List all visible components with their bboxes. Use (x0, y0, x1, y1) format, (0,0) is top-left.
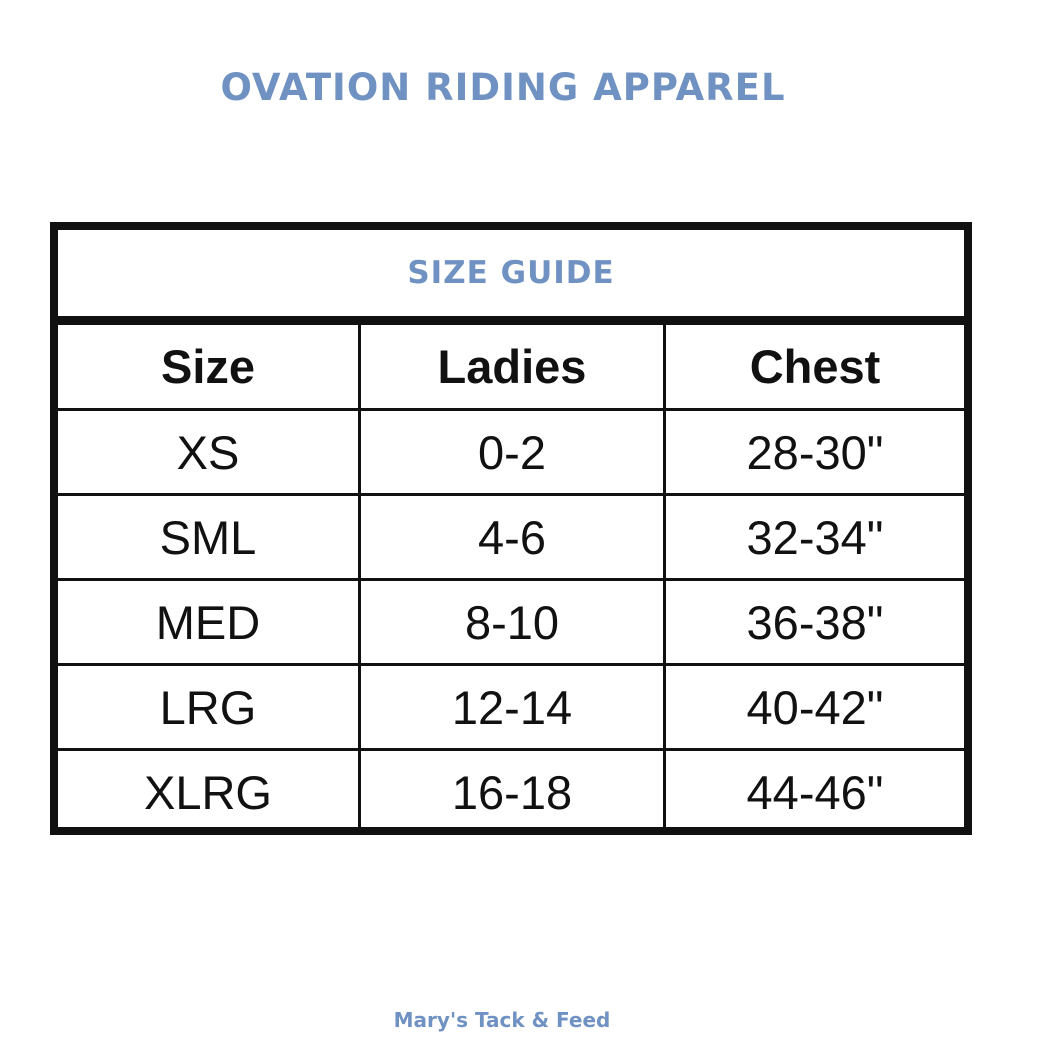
size-table: SIZE GUIDE Size Ladies Chest XS 0-2 28-30"… (50, 222, 972, 835)
column-header: Ladies (358, 325, 663, 408)
table-cell: 0-2 (358, 411, 663, 493)
footer: Mary's Tack & Feed (393, 1008, 611, 1032)
table-cell: 32-34" (663, 496, 964, 578)
table-row: LRG 12-14 40-42" (58, 663, 964, 748)
table-cell: 40-42" (663, 666, 964, 748)
table-cell: XS (176, 425, 240, 479)
table-cell: 36-38" (663, 581, 964, 663)
table-cell: 4-6 (358, 496, 663, 578)
table-cell: 44-46" (663, 751, 964, 833)
column-header: Size (160, 340, 256, 393)
table-cell: 16-18 (358, 751, 663, 833)
table-title: SIZE GUIDE (58, 230, 964, 325)
table-cell: 8-10 (358, 581, 663, 663)
table-grid: Size Ladies Chest XS 0-2 28-30" SML 4-6 32-34… (58, 325, 964, 833)
table-cell: 12-14 (358, 666, 663, 748)
table-cell: 28-30" (663, 411, 964, 493)
table-row: SML 4-6 32-34" (58, 493, 964, 578)
column-header: Chest (663, 325, 964, 408)
table-cell: XLRG (144, 765, 272, 819)
table-cell: LRG (159, 680, 257, 734)
page-title: OVATION RIDING APPAREL (220, 66, 786, 109)
table-row: MED 8-10 36-38" (58, 578, 964, 663)
header-row: Size Ladies Chest (58, 325, 964, 408)
table-row: XLRG 16-18 44-46" (58, 748, 964, 833)
table-row: XS 0-2 28-30" (58, 408, 964, 493)
table-cell: MED (155, 595, 261, 649)
table-cell: SML (159, 510, 257, 564)
